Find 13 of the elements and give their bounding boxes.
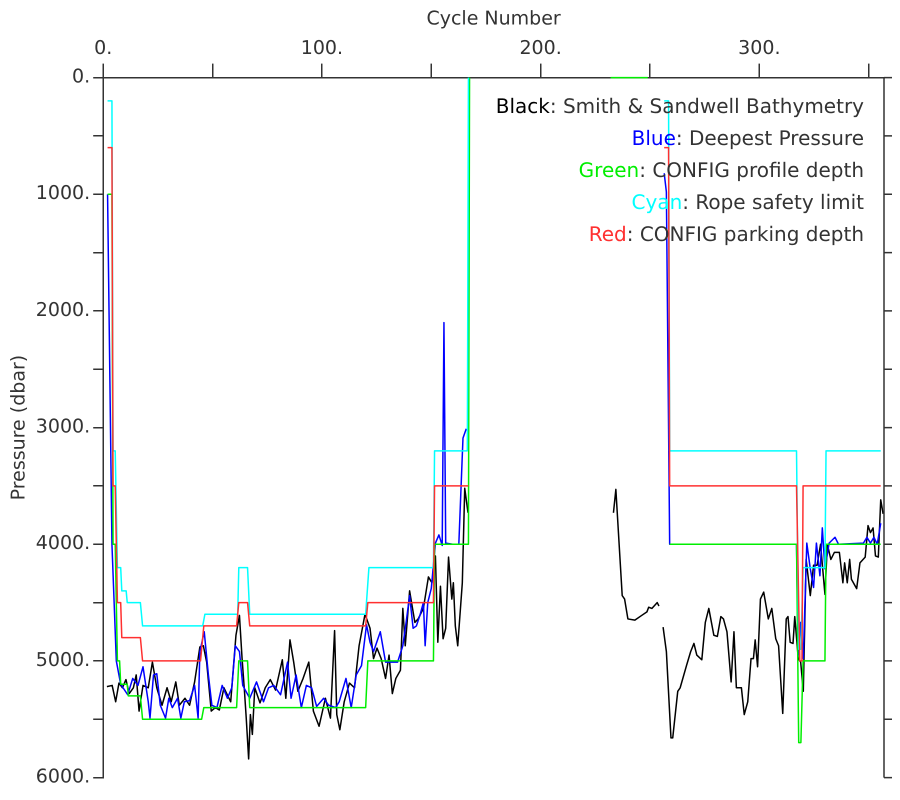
y-tick-label: 4000. bbox=[36, 532, 90, 554]
x-axis-title: Cycle Number bbox=[426, 7, 561, 30]
y-axis-title: Pressure (dbar) bbox=[7, 354, 30, 500]
x-tick-label: 0. bbox=[94, 37, 112, 60]
x-tick-label: 200. bbox=[519, 37, 562, 60]
y-tick-label: 0. bbox=[72, 66, 90, 88]
y-tick-label: 2000. bbox=[36, 298, 90, 321]
y-tick-label: 5000. bbox=[36, 648, 90, 671]
y-tick-label: 1000. bbox=[36, 182, 90, 204]
x-tick-label: 300. bbox=[738, 37, 780, 60]
y-tick-label: 3000. bbox=[36, 416, 90, 438]
x-tick-label: 100. bbox=[300, 37, 344, 60]
y-tick-label: 6000. bbox=[36, 766, 90, 788]
